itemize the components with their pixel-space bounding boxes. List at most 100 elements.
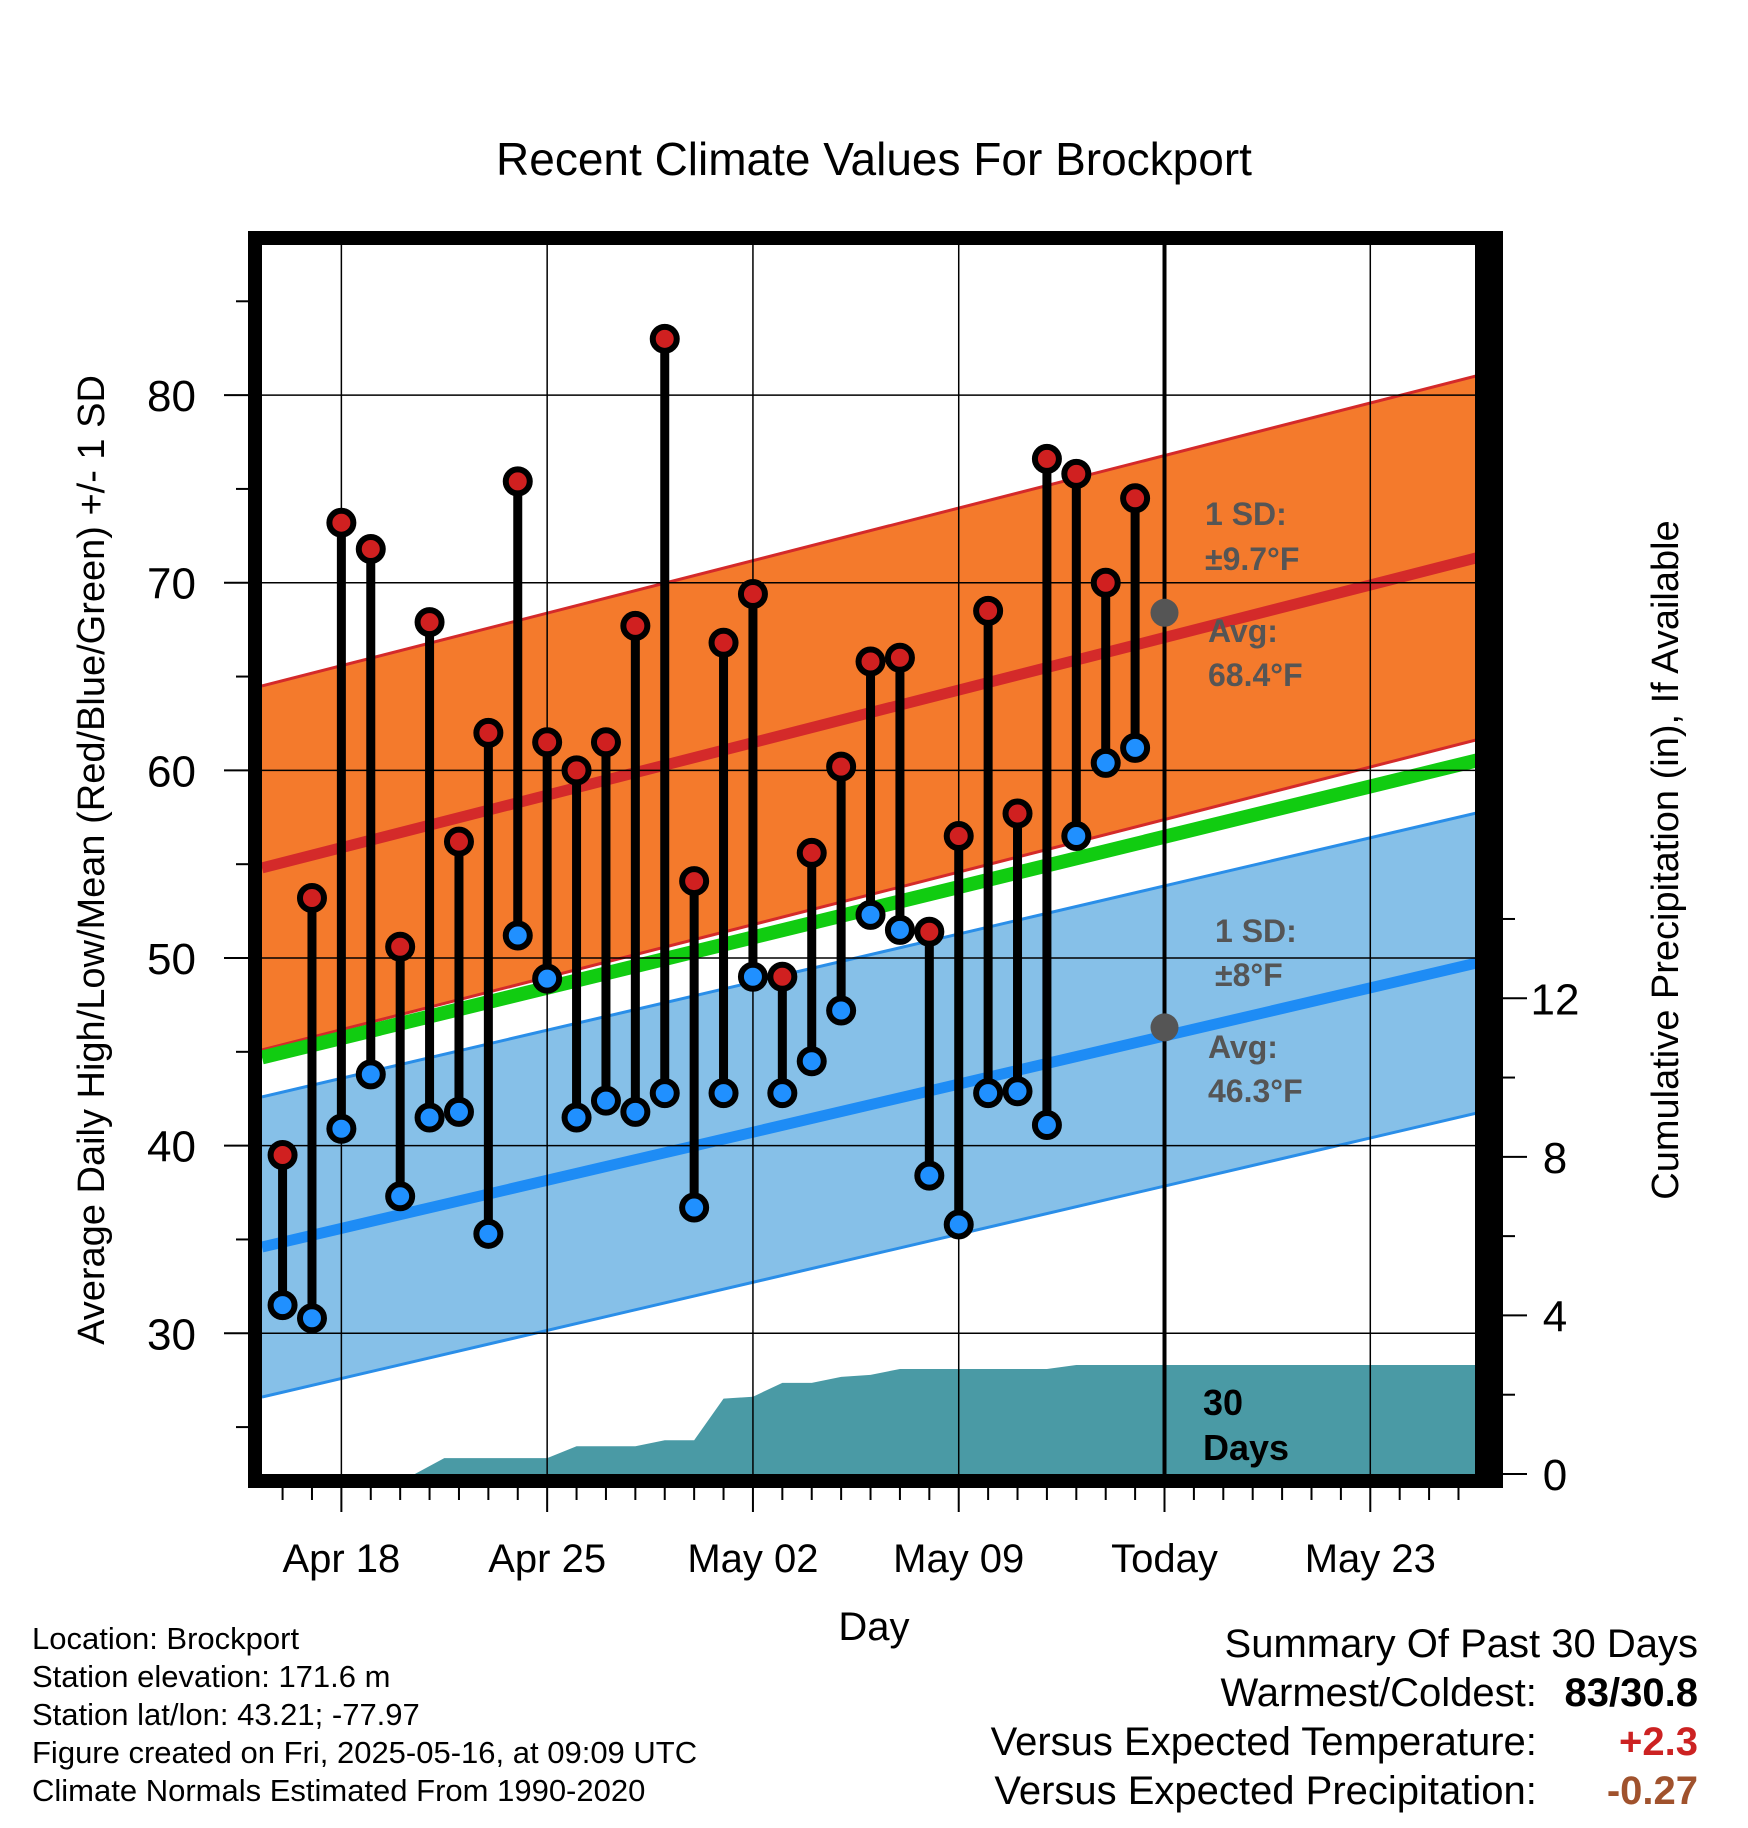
low-point [355,1059,386,1090]
low-point [561,1102,592,1133]
low-point [326,1113,357,1144]
warmest-coldest-row: Warmest/Coldest: 83/30.8 [991,1669,1699,1718]
low-point [385,1181,416,1212]
days-count-label: 30 [1203,1382,1243,1423]
y-right-tick-label: 8 [1543,1134,1567,1183]
low-point [620,1096,651,1127]
low-avg-label: Avg: [1208,1029,1278,1065]
high-point [532,727,563,758]
high-point [443,826,474,857]
high-sd-value: ±9.7°F [1205,541,1299,577]
y-right-axis-title: Cumulative Precipitation (in), If Availa… [1645,520,1687,1199]
x-tick-label: Apr 25 [488,1537,606,1581]
high-point [620,610,651,641]
x-tick-label: May 09 [893,1537,1024,1581]
low-point [1002,1076,1033,1107]
high-point [385,931,416,962]
low-point [973,1078,1004,1109]
high-avg-value: 68.4°F [1208,657,1303,693]
low-point [1031,1110,1062,1141]
low-point [267,1290,298,1321]
x-axis-title: Day [838,1605,909,1649]
y-tick-label: 80 [147,372,196,421]
low-sd-label: 1 SD: [1215,913,1297,949]
warmest-coldest-label: Warmest/Coldest: [1220,1671,1537,1715]
low-sd-value: ±8°F [1215,957,1283,993]
high-point [1002,798,1033,829]
y-tick-label: 30 [147,1310,196,1359]
chart-title: Recent Climate Values For Brockport [496,133,1252,185]
high-point [1061,458,1092,489]
low-point [443,1096,474,1127]
high-sd-label: 1 SD: [1205,496,1287,532]
y-tick-label: 60 [147,747,196,796]
high-point [943,821,974,852]
normals-line: Climate Normals Estimated From 1990-2020 [32,1773,646,1808]
x-tick-label: May 23 [1305,1537,1436,1581]
high-point [1120,483,1151,514]
high-avg-marker [1150,598,1179,627]
x-tick-label: Today [1111,1537,1218,1581]
high-point [502,466,533,497]
high-point [826,751,857,782]
high-point [796,837,827,868]
low-point [737,961,768,992]
temp-departure-row: Versus Expected Temperature: +2.3 [991,1718,1698,1767]
low-point [943,1209,974,1240]
low-point [473,1218,504,1249]
precip-departure-row: Versus Expected Precipitation: -0.27 [991,1767,1698,1816]
y-right-tick-label: 4 [1543,1292,1567,1341]
high-point [561,755,592,786]
low-point [855,899,886,930]
high-point [708,627,739,658]
high-point [355,533,386,564]
created-line: Figure created on Fri, 2025-05-16, at 09… [32,1735,698,1770]
y-right-tick-label: 0 [1543,1451,1567,1500]
precip-departure-label: Versus Expected Precipitation: [994,1769,1537,1813]
y-tick-label: 70 [147,560,196,609]
low-point [1061,821,1092,852]
high-point [473,717,504,748]
high-point [973,595,1004,626]
high-point [267,1140,298,1171]
low-point [649,1078,680,1109]
station-info: Location: Brockport Station elevation: 1… [32,1620,697,1810]
high-point [414,607,445,638]
y-axis-title: Average Daily High/Low/Mean (Red/Blue/Gr… [71,375,113,1345]
high-sd-upper-line [262,373,1482,688]
low-point [679,1192,710,1223]
x-tick-label: Apr 18 [282,1537,400,1581]
low-point [590,1085,621,1116]
x-tick-label: May 02 [687,1537,818,1581]
latlon-line: Station lat/lon: 43.21; -77.97 [32,1697,420,1732]
low-point [767,1078,798,1109]
high-point [590,727,621,758]
low-point [1120,732,1151,763]
low-point [796,1046,827,1077]
low-point [1090,747,1121,778]
high-point [326,507,357,538]
precip-area [414,1364,1482,1474]
low-avg-value: 46.3°F [1208,1073,1303,1109]
low-point [884,914,915,945]
plot-area: 1 SD: ±9.7°F Avg: 68.4°F 1 SD: ±8°F Avg: 46.3°F… [262,245,1482,1474]
low-point [914,1160,945,1191]
low-normal-line [262,956,1482,1253]
high-point [1031,443,1062,474]
high-point [855,646,886,677]
high-point [914,916,945,947]
summary-title: Summary Of Past 30 Days [1224,1622,1698,1666]
low-point [296,1303,327,1334]
summary-panel: Summary Of Past 30 Days Warmest/Coldest:… [991,1620,1698,1816]
high-point [1090,567,1121,598]
precip-departure-value: -0.27 [1606,1769,1698,1813]
temp-departure-value: +2.3 [1619,1720,1698,1764]
high-point [296,882,327,913]
elevation-line: Station elevation: 171.6 m [32,1659,391,1694]
location-line: Location: Brockport [32,1621,300,1656]
low-point [502,920,533,951]
high-point [767,961,798,992]
high-avg-label: Avg: [1208,613,1278,649]
low-avg-marker [1150,1013,1179,1042]
